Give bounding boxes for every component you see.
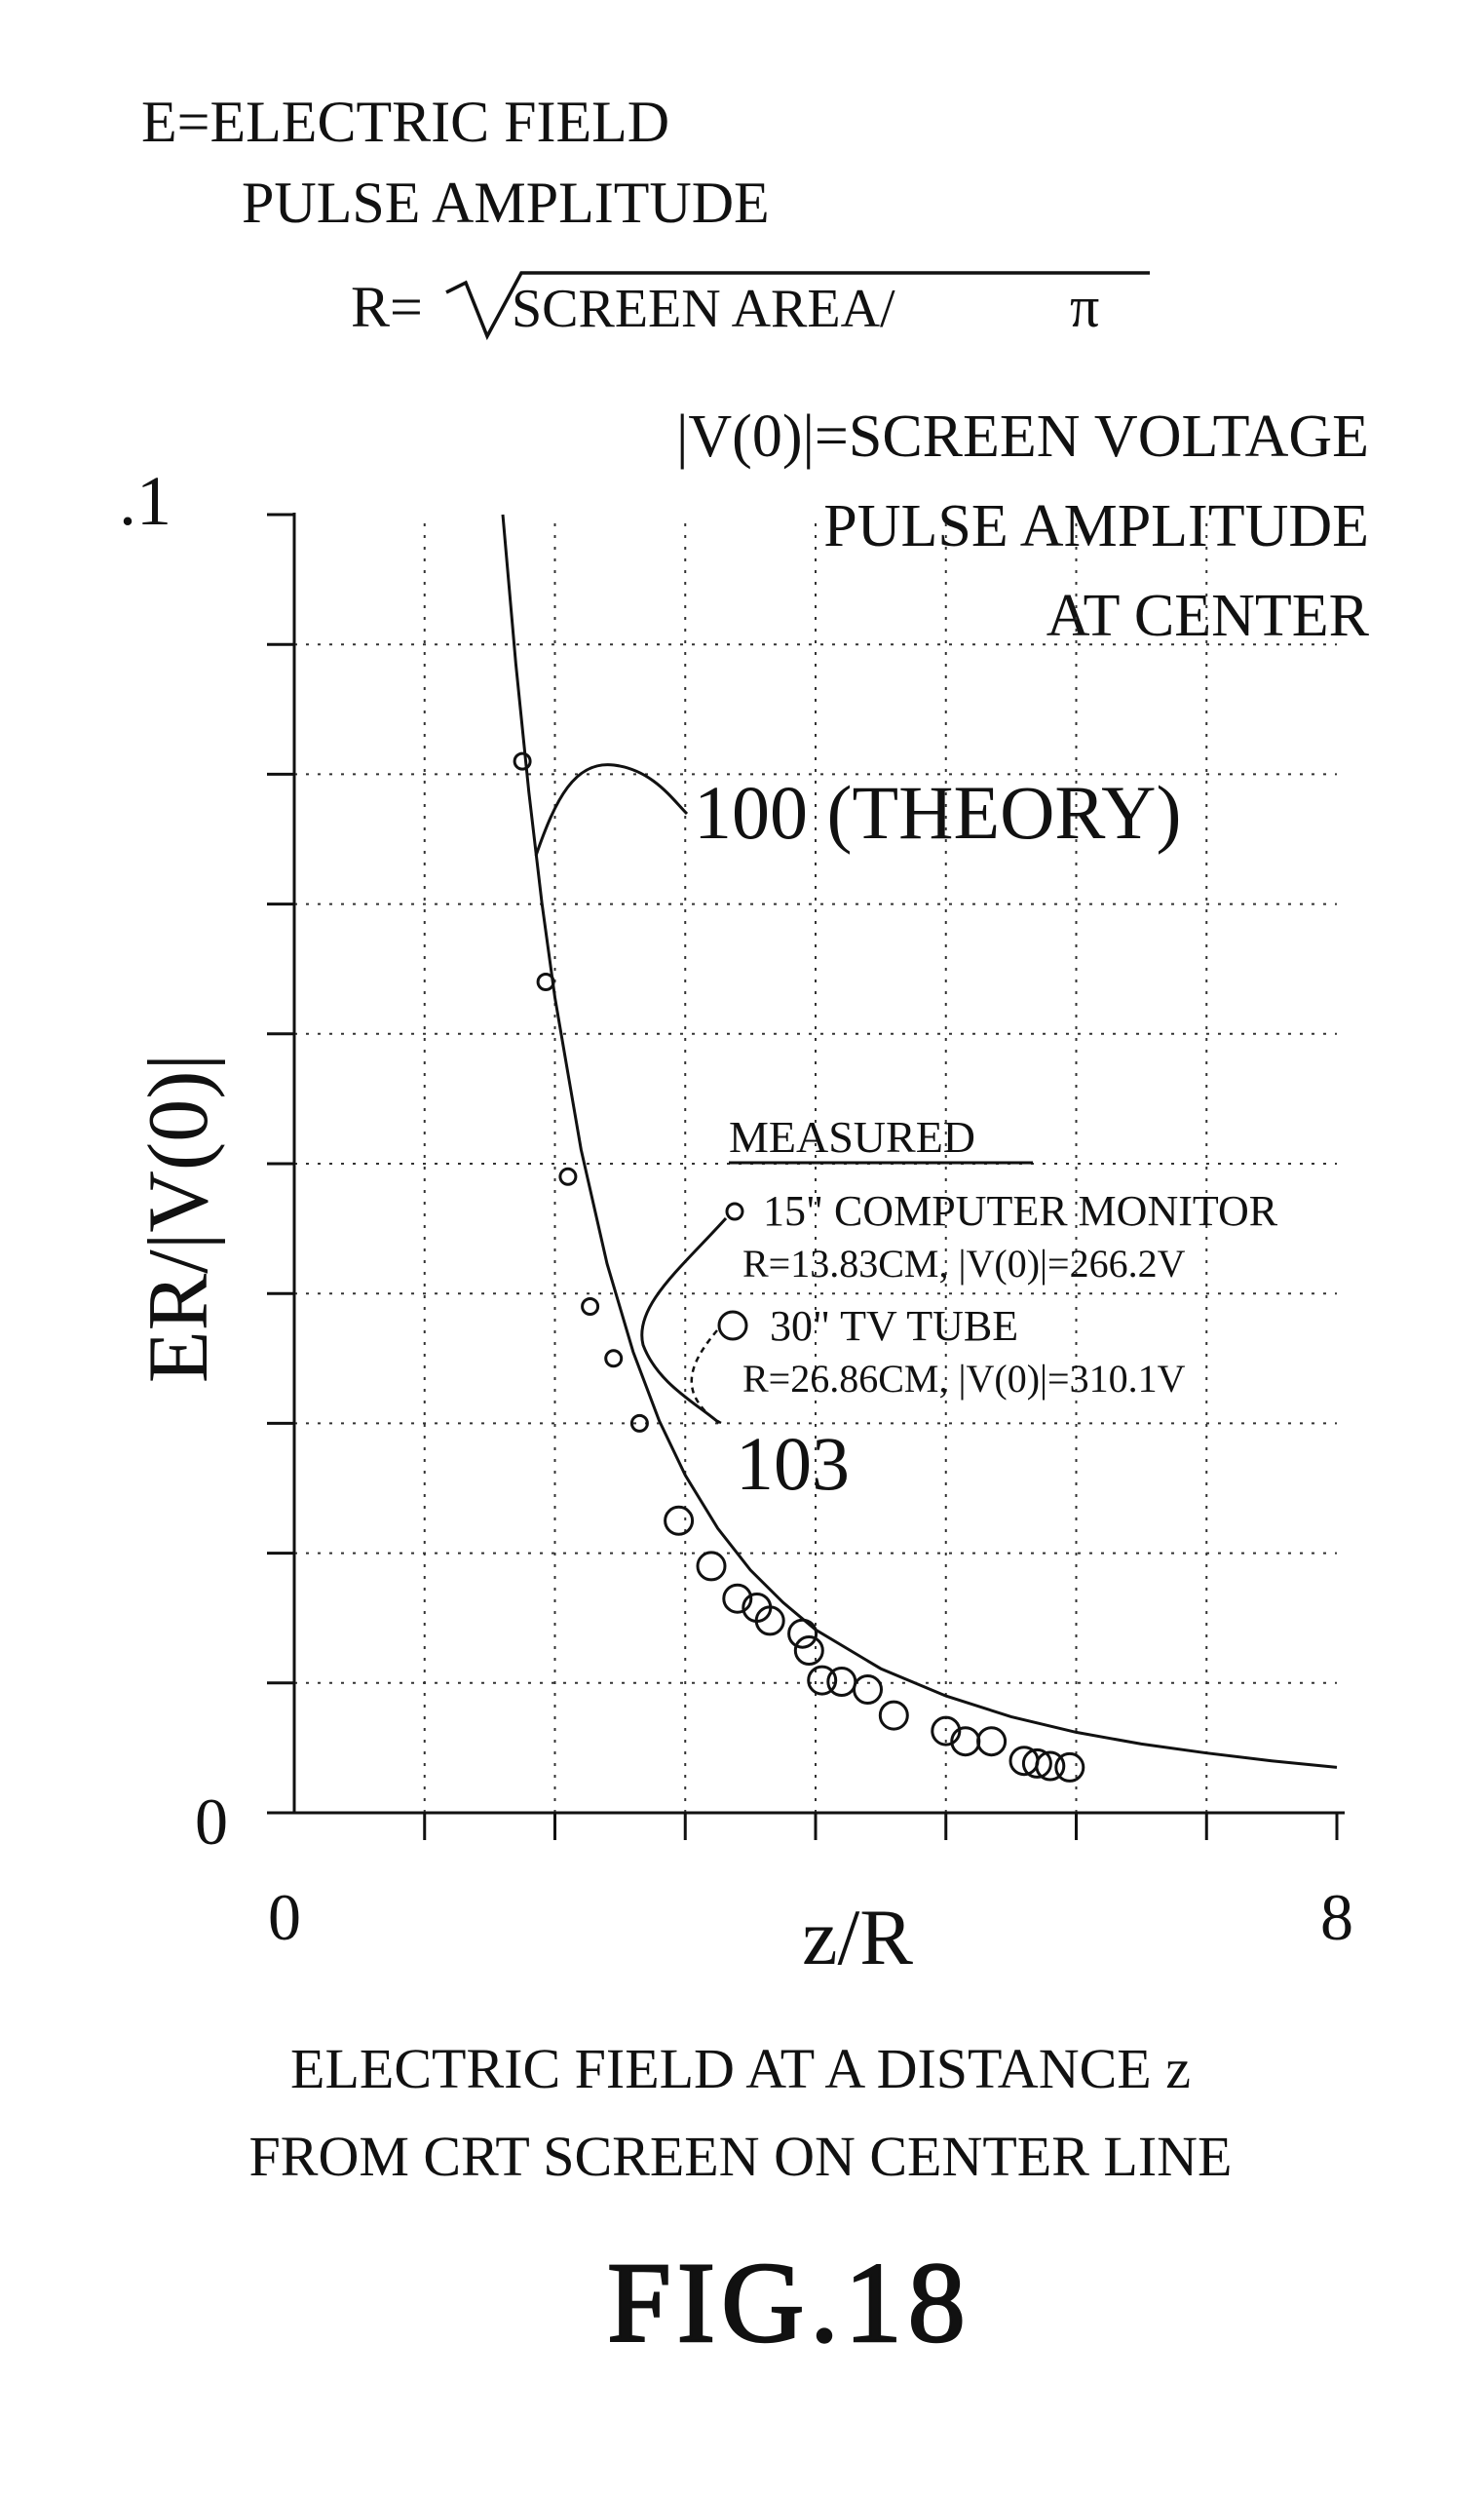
e-definition-line1: E=ELECTRIC FIELD (141, 90, 669, 154)
legend-series1-line1: 15" COMPUTER MONITOR (763, 1187, 1278, 1235)
data-point-computer-monitor (604, 1349, 624, 1368)
r-definition-prefix: R= (351, 275, 423, 339)
data-point-computer-monitor (536, 973, 555, 991)
measured-leader-line-1 (640, 1216, 728, 1425)
data-point-tv-tube (664, 1505, 695, 1536)
figure-number: FIG.18 (607, 2239, 971, 2366)
caption-line1: ELECTRIC FIELD AT A DISTANCE z (290, 2037, 1191, 2100)
theory-leader-line (534, 763, 689, 857)
caption-line2: FROM CRT SCREEN ON CENTER LINE (249, 2125, 1233, 2188)
theory-label: 100 (THEORY) (694, 770, 1181, 855)
data-point-tv-tube (931, 1715, 962, 1747)
v-definition-line1: |V(0)|=SCREEN VOLTAGE (676, 403, 1369, 470)
data-point-tv-tube (853, 1674, 883, 1705)
measured-leader-line-2 (690, 1329, 722, 1425)
r-definition: R= SCREEN AREA/ π (351, 271, 1150, 341)
sqrt-symbol (445, 271, 1150, 341)
data-point-tv-tube (878, 1700, 909, 1731)
x-tick-label-zero: 0 (268, 1880, 301, 1954)
data-point-tv-tube (1035, 1750, 1066, 1782)
y-tick-label-zero: 0 (195, 1785, 228, 1859)
data-point-tv-tube (793, 1635, 824, 1666)
data-point-computer-monitor (513, 751, 532, 771)
legend-series2-line1: 30" TV TUBE (770, 1302, 1018, 1350)
data-point-tv-tube (826, 1667, 857, 1697)
data-point-computer-monitor (629, 1413, 649, 1433)
data-point-tv-tube (1021, 1747, 1052, 1779)
data-points (513, 751, 1085, 1783)
y-tick-label-top: .1 (119, 462, 171, 540)
e-definition-line2: PULSE AMPLITUDE (242, 171, 770, 235)
measured-title: MEASURED (729, 1112, 975, 1162)
x-tick-label-max: 8 (1320, 1880, 1353, 1954)
r-definition-pi: π (1070, 275, 1099, 339)
data-point-tv-tube (976, 1726, 1008, 1757)
data-point-tv-tube (754, 1605, 785, 1636)
legend-series1-line2: R=13.83CM, |V(0)|=266.2V (742, 1242, 1186, 1286)
plot-area (267, 513, 1345, 1840)
legend-marker-large-circle (717, 1310, 748, 1341)
data-point-tv-tube (696, 1551, 727, 1582)
r-definition-expression: SCREEN AREA/ (512, 279, 895, 339)
theory-curve (501, 514, 1338, 1769)
data-point-tv-tube (807, 1665, 838, 1696)
v-definition-line2: PULSE AMPLITUDE (823, 493, 1369, 559)
measured-reference-number: 103 (736, 1421, 850, 1506)
x-axis-title: z/R (802, 1893, 913, 1981)
data-point-tv-tube (787, 1618, 818, 1649)
legend-marker-small-circle (725, 1202, 744, 1221)
data-point-computer-monitor (558, 1167, 578, 1186)
data-point-tv-tube (1054, 1751, 1085, 1783)
v-definition-line3: AT CENTER (1046, 583, 1370, 649)
y-axis-title: ER/|V(0)| (132, 1054, 226, 1383)
measured-legend: MEASURED 15" COMPUTER MONITOR R=13.83CM,… (640, 1112, 1278, 1506)
data-point-computer-monitor (581, 1297, 600, 1316)
legend-series2-line2: R=26.86CM, |V(0)|=310.1V (742, 1357, 1186, 1401)
data-point-tv-tube (722, 1583, 753, 1614)
axis-ticks (267, 513, 1339, 1840)
